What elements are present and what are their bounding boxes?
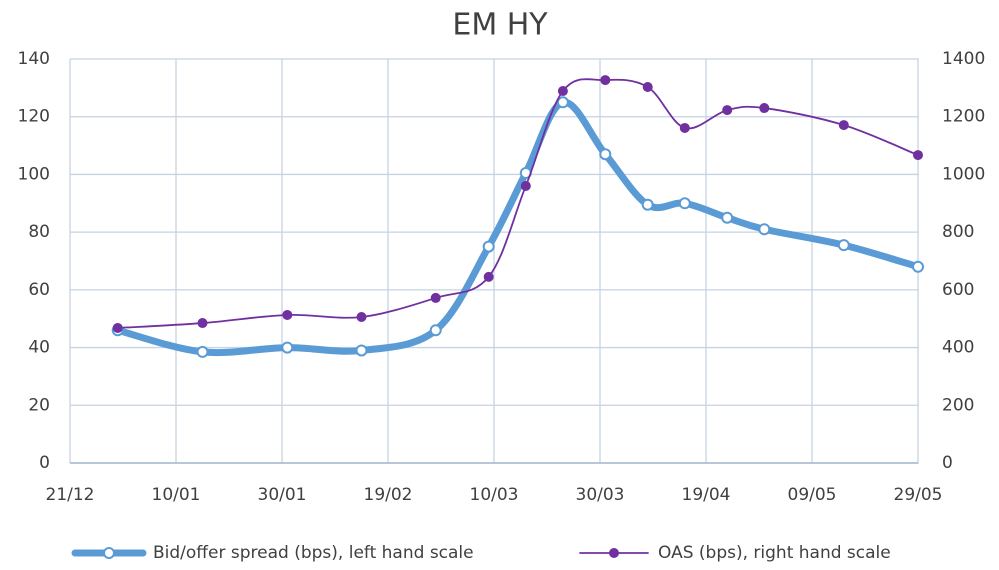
data-point — [759, 103, 770, 114]
data-point — [355, 344, 368, 357]
chart-title: EM HY — [452, 8, 548, 43]
data-point — [556, 96, 569, 109]
data-point — [196, 345, 209, 358]
x-tick-label: 30/03 — [576, 485, 625, 505]
data-point — [112, 322, 123, 333]
series-line — [116, 78, 919, 329]
legend-marker — [103, 547, 115, 559]
y2-tick-label: 1400 — [942, 49, 985, 69]
y2-tick-label: 1200 — [942, 107, 985, 127]
data-point — [557, 86, 568, 97]
y2-tick-label: 800 — [942, 222, 974, 242]
data-point — [282, 309, 293, 320]
data-point — [679, 122, 690, 133]
y-tick-label: 20 — [28, 395, 50, 415]
data-point — [721, 211, 734, 224]
y2-tick-label: 200 — [942, 395, 974, 415]
data-point — [482, 240, 495, 253]
legend-label: OAS (bps), right hand scale — [658, 543, 891, 563]
data-point — [356, 311, 367, 322]
y-tick-label: 140 — [18, 49, 50, 69]
data-point — [483, 271, 494, 282]
x-tick-label: 19/04 — [682, 485, 731, 505]
data-point — [678, 197, 691, 210]
data-point — [197, 318, 208, 329]
y2-tick-label: 1000 — [942, 164, 985, 184]
y2-tick-label: 400 — [942, 338, 974, 358]
series-line — [114, 98, 922, 357]
data-point — [837, 239, 850, 252]
x-tick-label: 10/03 — [470, 485, 519, 505]
data-point — [722, 105, 733, 116]
x-tick-label: 29/05 — [894, 485, 943, 505]
y-tick-label: 120 — [18, 107, 50, 127]
data-point — [912, 260, 924, 273]
data-point — [520, 180, 531, 191]
data-point — [641, 198, 654, 211]
y-tick-label: 0 — [39, 453, 50, 473]
data-point — [430, 292, 441, 303]
data-point — [429, 324, 442, 337]
y-tick-label: 80 — [28, 222, 50, 242]
y2-tick-label: 600 — [942, 280, 974, 300]
data-point — [599, 148, 612, 161]
x-tick-label: 30/01 — [258, 485, 307, 505]
data-point — [281, 341, 294, 354]
data-point — [913, 150, 923, 161]
data-point — [600, 75, 611, 86]
y-tick-label: 40 — [28, 338, 50, 358]
y-tick-label: 100 — [18, 164, 50, 184]
x-tick-label: 21/12 — [46, 485, 95, 505]
x-tick-label: 09/05 — [788, 485, 837, 505]
data-point — [642, 81, 653, 92]
legend-marker — [609, 548, 619, 558]
data-point — [758, 223, 771, 236]
x-tick-label: 10/01 — [152, 485, 201, 505]
legend-label: Bid/offer spread (bps), left hand scale — [153, 543, 474, 563]
y-tick-label: 60 — [28, 280, 50, 300]
y2-tick-label: 0 — [942, 453, 953, 473]
data-point — [838, 120, 849, 131]
x-tick-label: 19/02 — [364, 485, 413, 505]
